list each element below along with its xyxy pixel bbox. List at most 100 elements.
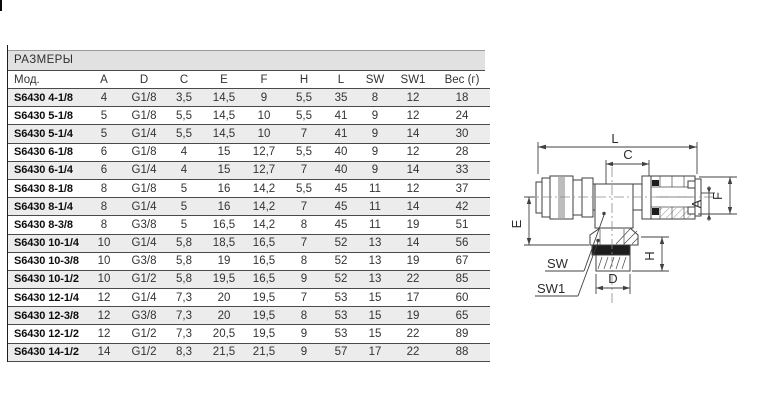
value-cell: 8: [284, 306, 324, 326]
model-cell: S6430 6-1/4: [8, 161, 84, 180]
table-row: S6430 12-1/4 12 G1/4 7,3 20 19,5 7 53 15 17 60: [8, 288, 490, 308]
value-cell: 41: [324, 124, 358, 144]
value-cell: 12: [84, 306, 124, 326]
dim-E-label: E: [509, 219, 524, 228]
table-row: S6430 6-1/8 6 G1/8 4 15 12,7 5,5 40 9 12 28: [8, 143, 490, 162]
value-cell: 5,5: [284, 143, 324, 162]
value-cell: 11: [358, 215, 392, 235]
value-cell: 19: [204, 252, 244, 271]
dimensions-grid: Мод. A D C E F H L SW SW1 Вес (г) S6430 4-1/8 4 G1/8…: [8, 71, 490, 362]
value-cell: G1/4: [124, 197, 164, 217]
value-cell: G3/8: [124, 252, 164, 271]
right-collet-section: [650, 175, 702, 220]
value-cell: 9: [358, 106, 392, 126]
column-header: H: [284, 71, 324, 89]
model-cell: S6430 10-1/4: [8, 234, 84, 253]
model-cell: S6430 12-1/2: [8, 324, 84, 344]
value-cell: 11: [358, 179, 392, 199]
model-cell: S6430 10-3/8: [8, 252, 84, 271]
column-header: D: [124, 71, 164, 89]
value-cell: 5: [164, 197, 204, 217]
value-cell: 5: [84, 106, 124, 126]
model-cell: S6430 4-1/8: [8, 88, 84, 108]
dim-L: L: [537, 131, 698, 174]
value-cell: 10: [84, 252, 124, 271]
table-row: S6430 10-1/4 10 G1/4 5,8 18,5 16,5 7 52 13 14 56: [8, 234, 490, 253]
dim-F: F: [698, 176, 737, 215]
value-cell: 16,5: [244, 252, 284, 271]
value-cell: 9: [358, 124, 392, 144]
table-row: S6430 10-3/8 10 G3/8 5,8 19 16,5 8 52 13 19 67: [8, 252, 490, 271]
value-cell: 8: [284, 252, 324, 271]
value-cell: 33: [434, 161, 490, 180]
value-cell: 20: [204, 288, 244, 308]
value-cell: 4: [84, 88, 124, 108]
value-cell: 8: [284, 215, 324, 235]
dimensions-table: РАЗМЕРЫ Мод. A D C E F H L SW SW1 Вес (г) S6430 4-…: [7, 45, 490, 362]
value-cell: 15: [358, 306, 392, 326]
value-cell: 19,5: [244, 306, 284, 326]
value-cell: 24: [434, 106, 490, 126]
value-cell: 3,5: [164, 88, 204, 108]
value-cell: 30: [434, 124, 490, 144]
table-row: S6430 5-1/4 5 G1/4 5,5 14,5 10 7 41 9 14 30: [8, 124, 490, 144]
value-cell: 16: [204, 197, 244, 217]
value-cell: 10: [244, 124, 284, 144]
value-cell: 41: [324, 106, 358, 126]
value-cell: 51: [434, 215, 490, 235]
value-cell: 10: [84, 270, 124, 290]
column-header-model: Мод.: [8, 71, 84, 89]
header-row: Мод. A D C E F H L SW SW1 Вес (г): [8, 71, 490, 89]
value-cell: 14,5: [204, 106, 244, 126]
value-cell: 19,5: [204, 270, 244, 290]
value-cell: 5: [164, 215, 204, 235]
value-cell: 19,5: [244, 288, 284, 308]
value-cell: 4: [164, 161, 204, 180]
value-cell: G1/2: [124, 324, 164, 344]
column-header: C: [164, 71, 204, 89]
model-cell: S6430 12-1/4: [8, 288, 84, 308]
dim-C-label: C: [623, 147, 632, 162]
value-cell: 7,3: [164, 306, 204, 326]
value-cell: 18: [434, 88, 490, 108]
value-cell: 52: [324, 252, 358, 271]
thread: [595, 254, 631, 272]
seal-ring: [652, 180, 659, 186]
value-cell: 8: [358, 88, 392, 108]
value-cell: 16: [204, 179, 244, 199]
value-cell: 15: [358, 288, 392, 308]
value-cell: 15: [358, 324, 392, 344]
dim-D-label: D: [608, 271, 617, 286]
value-cell: 20,5: [204, 324, 244, 344]
dim-A-label: A: [689, 199, 704, 208]
value-cell: G1/8: [124, 88, 164, 108]
value-cell: 67: [434, 252, 490, 271]
value-cell: G1/2: [124, 270, 164, 290]
value-cell: 19: [392, 215, 434, 235]
value-cell: 17: [392, 288, 434, 308]
value-cell: 7: [284, 234, 324, 253]
value-cell: 13: [358, 234, 392, 253]
value-cell: 40: [324, 143, 358, 162]
value-cell: 5,5: [164, 106, 204, 126]
value-cell: 52: [324, 270, 358, 290]
value-cell: G1/8: [124, 179, 164, 199]
column-header: E: [204, 71, 244, 89]
value-cell: 14,2: [244, 197, 284, 217]
value-cell: 10: [244, 106, 284, 126]
value-cell: 9: [358, 143, 392, 162]
o-ring: [591, 244, 631, 256]
value-cell: 19,5: [244, 324, 284, 344]
table-row: S6430 8-3/8 8 G3/8 5 16,5 14,2 8 45 11 19 51: [8, 215, 490, 235]
value-cell: 14,2: [244, 215, 284, 235]
left-collet: [535, 175, 594, 220]
value-cell: 22: [392, 343, 434, 362]
column-header: SW: [358, 71, 392, 89]
value-cell: 28: [434, 143, 490, 162]
sw-label: SW: [547, 256, 569, 271]
value-cell: 40: [324, 161, 358, 180]
value-cell: 37: [434, 179, 490, 199]
dim-L-label: L: [611, 131, 618, 146]
model-cell: S6430 5-1/8: [8, 106, 84, 126]
table-row: S6430 10-1/2 10 G1/2 5,8 19,5 16,5 9 52 13 22 85: [8, 270, 490, 290]
